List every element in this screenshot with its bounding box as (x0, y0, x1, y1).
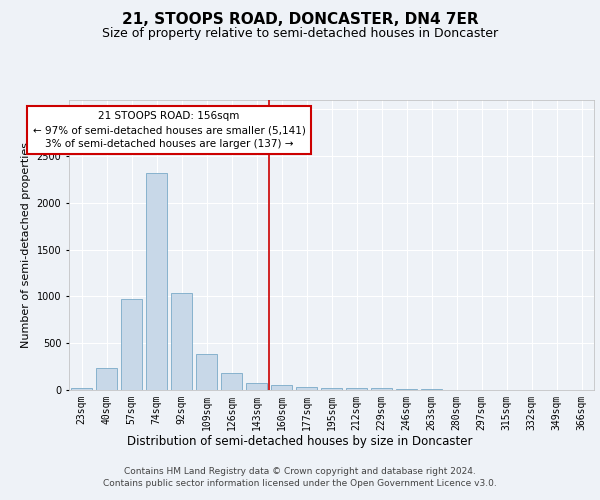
Text: 21, STOOPS ROAD, DONCASTER, DN4 7ER: 21, STOOPS ROAD, DONCASTER, DN4 7ER (122, 12, 478, 28)
Bar (171, 292, 192, 390)
Bar (96, 368, 117, 390)
Bar (296, 387, 317, 390)
Bar (71, 388, 92, 390)
Bar (371, 388, 392, 390)
Bar (396, 388, 417, 390)
Text: Size of property relative to semi-detached houses in Doncaster: Size of property relative to semi-detach… (102, 28, 498, 40)
Bar (321, 388, 342, 390)
Text: 21 STOOPS ROAD: 156sqm
← 97% of semi-detached houses are smaller (5,141)
3% of s: 21 STOOPS ROAD: 156sqm ← 97% of semi-det… (32, 111, 305, 149)
Y-axis label: Number of semi-detached properties: Number of semi-detached properties (21, 142, 31, 348)
Bar (196, 354, 217, 390)
Bar (121, 300, 142, 390)
Bar (271, 386, 292, 390)
Text: Contains HM Land Registry data © Crown copyright and database right 2024.
Contai: Contains HM Land Registry data © Crown c… (103, 466, 497, 487)
Bar (346, 388, 367, 390)
Text: Distribution of semi-detached houses by size in Doncaster: Distribution of semi-detached houses by … (127, 435, 473, 448)
Bar (221, 372, 242, 390)
Bar (246, 382, 267, 390)
Bar (421, 389, 442, 390)
Bar (146, 173, 167, 390)
